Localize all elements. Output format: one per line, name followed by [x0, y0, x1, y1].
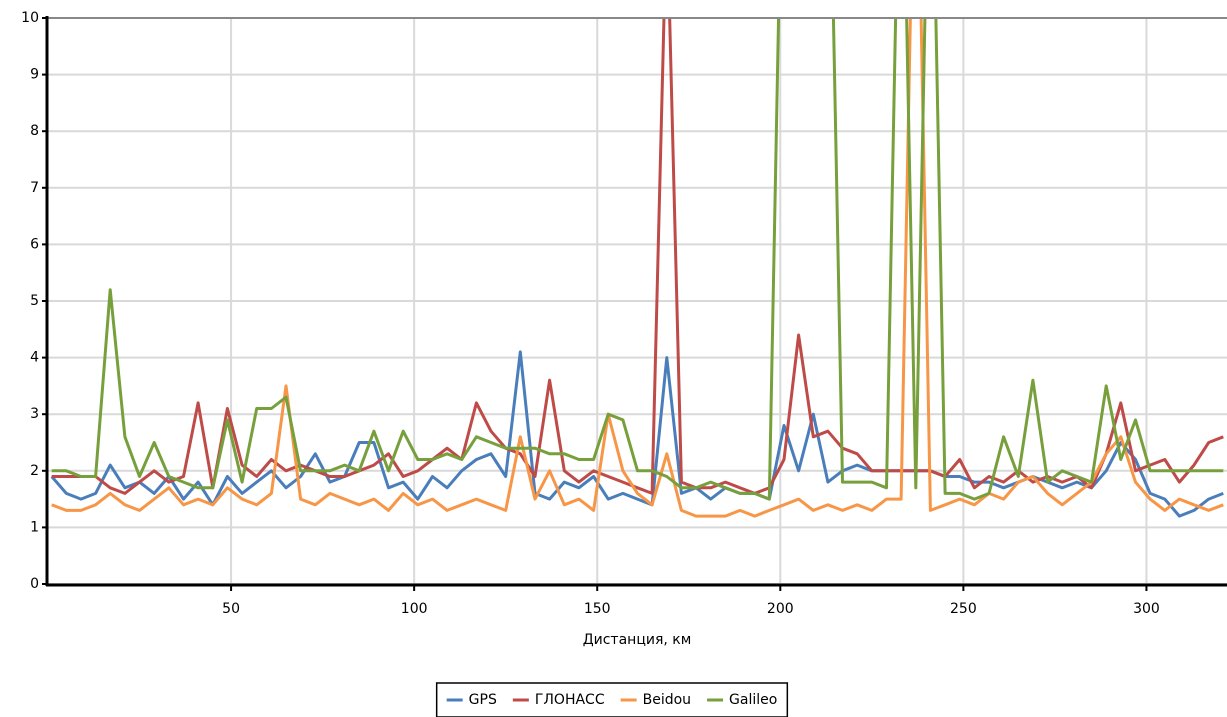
y-tick-label: 4	[30, 350, 39, 366]
x-tick-label: 100	[401, 601, 428, 617]
legend: GPS ГЛОНАСС Beidou Galileo	[435, 682, 789, 717]
series-line	[51, 18, 1224, 501]
x-tick-label: 200	[767, 601, 794, 617]
y-tick-label: 8	[30, 123, 39, 139]
y-tick-label: 5	[30, 293, 39, 309]
y-tick-label: 9	[30, 67, 39, 83]
legend-label: Galileo	[729, 692, 777, 708]
x-tick-label: 50	[222, 601, 240, 617]
y-tick-label: 7	[30, 180, 39, 196]
y-tick-label: 0	[30, 576, 39, 592]
x-tick-label: 150	[584, 601, 611, 617]
y-tick-label: 6	[30, 236, 39, 252]
legend-label: Beidou	[643, 692, 691, 708]
y-tick-label: 2	[30, 463, 39, 479]
legend-label: GPS	[469, 692, 497, 708]
x-tick-label: 300	[1133, 601, 1160, 617]
x-axis-title: Дистанция, км	[583, 632, 692, 648]
plot-area	[50, 18, 1224, 518]
legend-box	[435, 682, 789, 717]
legend-label: ГЛОНАСС	[535, 692, 605, 708]
y-tick-label: 3	[30, 406, 39, 422]
y-tick-label: 10	[21, 10, 39, 26]
y-tick-label: 1	[30, 519, 39, 535]
series-line	[51, 18, 1224, 518]
x-tick-label: 250	[950, 601, 977, 617]
